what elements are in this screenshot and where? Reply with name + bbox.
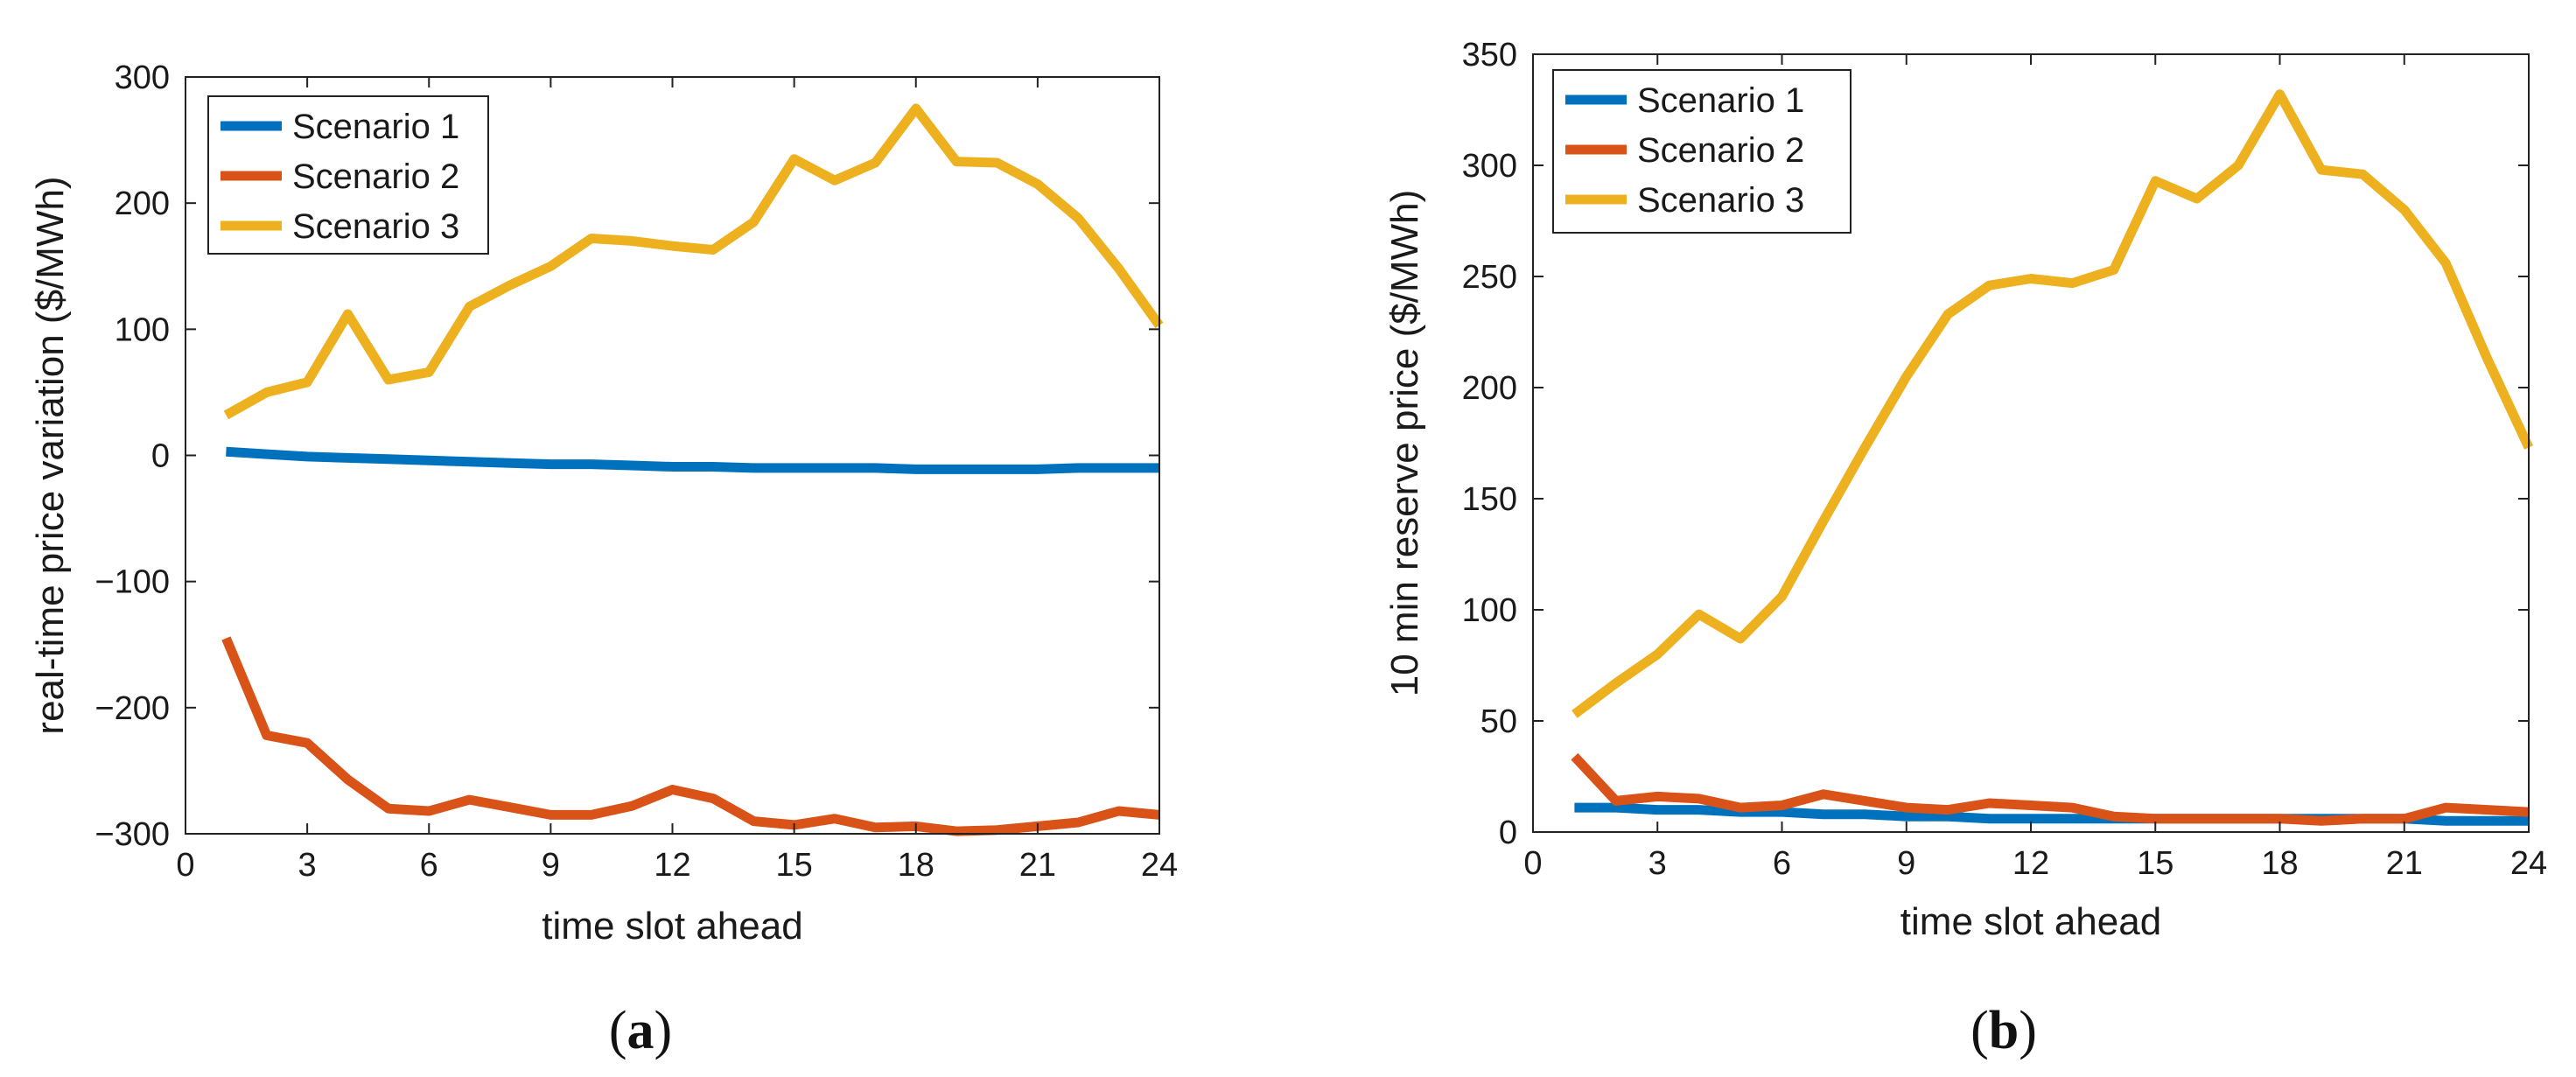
chart-b-legend-label-3: Scenario 3 <box>1637 181 1804 220</box>
chart-b-ticks: 0 3 6 9 12 15 18 21 24 0 50 100 150 200 250 300 350 <box>1462 37 2548 882</box>
chart-panel-a: 0 3 6 9 12 15 18 21 24 −300 −200 −100 0 100 200 300 tim… <box>29 59 1178 1060</box>
chart-b-legend-label-1: Scenario 1 <box>1637 81 1804 120</box>
chart-b-ytick-label: 300 <box>1462 148 1517 185</box>
chart-a-xtick-label: 15 <box>775 847 812 884</box>
chart-b-series-line-2 <box>1571 752 2530 826</box>
chart-a-ytick-label: −300 <box>94 816 170 853</box>
chart-a-xtick-label: 0 <box>176 847 194 884</box>
chart-a-legend-label-1: Scenario 1 <box>292 108 459 146</box>
chart-b-xtick-label: 21 <box>2386 845 2423 882</box>
chart-a-xtick-label: 21 <box>1019 847 1056 884</box>
chart-a-legend: Scenario 1 Scenario 2 Scenario 3 <box>207 95 489 255</box>
chart-a-ytick-label: 100 <box>115 311 170 348</box>
chart-b-xtick-label: 18 <box>2261 845 2298 882</box>
chart-b-xtick-label: 9 <box>1897 845 1915 882</box>
chart-b-caption: (b) <box>1970 1001 2037 1060</box>
chart-a-ytick-label: −100 <box>94 564 170 601</box>
chart-b-ytick-label: 100 <box>1462 592 1517 629</box>
chart-a-ytick-label: 200 <box>115 185 170 222</box>
chart-b-ytick-label: 150 <box>1462 481 1517 518</box>
chart-a-xtick-label: 6 <box>420 847 438 884</box>
chart-b-xtick-label: 3 <box>1648 845 1667 882</box>
chart-a-xtick-label: 9 <box>542 847 560 884</box>
chart-a-ylabel: real-time price variation ($/MWh) <box>29 176 72 734</box>
chart-b-ytick-label: 250 <box>1462 259 1517 296</box>
chart-a-xtick-label: 3 <box>298 847 317 884</box>
chart-b-ytick-label: 0 <box>1499 815 1517 851</box>
chart-a-series-group <box>221 103 1164 836</box>
chart-a-legend-label-3: Scenario 3 <box>292 207 459 246</box>
chart-b-ytick-label: 200 <box>1462 370 1517 407</box>
chart-a-xtick-label: 12 <box>654 847 690 884</box>
chart-a-legend-label-2: Scenario 2 <box>292 157 459 196</box>
chart-b-xtick-label: 24 <box>2510 845 2547 882</box>
chart-b-xlabel: time slot ahead <box>1900 900 2161 943</box>
chart-a-xlabel: time slot ahead <box>542 905 802 948</box>
chart-a-ticks: 0 3 6 9 12 15 18 21 24 −300 −200 −100 0 100 200 300 <box>94 59 1178 884</box>
chart-b-series-group <box>1571 89 2533 826</box>
chart-a-xtick-label: 18 <box>898 847 934 884</box>
chart-b-ytick-label: 50 <box>1480 703 1517 740</box>
chart-b-legend: Scenario 1 Scenario 2 Scenario 3 <box>1552 69 1852 234</box>
chart-b-xtick-label: 12 <box>2012 845 2049 882</box>
chart-panel-b: 0 3 6 9 12 15 18 21 24 0 50 100 150 200 250 300 350 time… <box>1383 37 2547 1060</box>
chart-a-caption: (a) <box>609 1001 672 1060</box>
chart-b-caption-letter: b <box>1989 1001 2019 1060</box>
chart-a-series-line-2 <box>221 636 1160 836</box>
chart-b-ylabel: 10 min reserve price ($/MWh) <box>1383 190 1426 696</box>
chart-b-xtick-label: 6 <box>1773 845 1791 882</box>
chart-a-ytick-label: 0 <box>151 438 170 475</box>
chart-a-xtick-label: 24 <box>1141 847 1178 884</box>
chart-b-ytick-label: 350 <box>1462 37 1517 73</box>
chart-a-caption-letter: a <box>627 1001 654 1060</box>
chart-b-xtick-label: 15 <box>2137 845 2174 882</box>
chart-a-series-line-1 <box>226 446 1159 474</box>
chart-a-series-line-3 <box>223 103 1164 420</box>
chart-a-ytick-label: −200 <box>94 690 170 727</box>
chart-b-series-line-3 <box>1572 89 2533 718</box>
chart-b-legend-label-2: Scenario 2 <box>1637 131 1804 170</box>
chart-a-ytick-label: 300 <box>115 59 170 96</box>
chart-b-xtick-label: 0 <box>1523 845 1542 882</box>
